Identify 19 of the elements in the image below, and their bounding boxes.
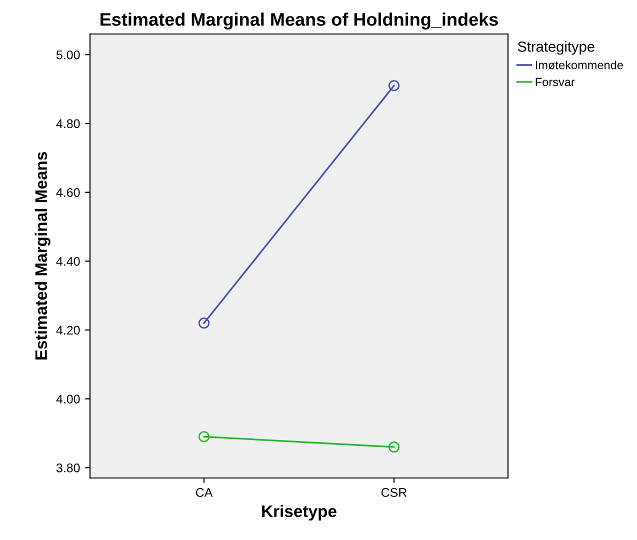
legend-title: Strategitype <box>518 41 594 55</box>
y-tick-label: 3.80 <box>56 463 80 472</box>
y-tick-label: 4.20 <box>56 326 80 335</box>
point <box>388 441 400 453</box>
point <box>198 431 210 442</box>
y-axis-title: Estimated Marginal Means <box>34 152 50 360</box>
x-axis-title: Krisetype <box>262 504 336 520</box>
point <box>388 80 400 92</box>
chart-title: Estimated Marginal Means of Holdning_indeks <box>100 12 498 30</box>
legend-label: Imøtekommende <box>536 60 623 70</box>
y-tick-label: 5.00 <box>56 50 80 60</box>
y-tick-label: 4.00 <box>56 394 80 404</box>
x-tick-label: CSR <box>381 488 407 497</box>
x-tick-label: CA <box>196 488 213 497</box>
y-tick-label: 4.60 <box>56 188 80 197</box>
y-tick-label: 4.40 <box>56 256 80 266</box>
point <box>198 318 210 329</box>
y-tick-label: 4.80 <box>56 119 80 128</box>
legend-label: Forsvar <box>536 78 575 86</box>
